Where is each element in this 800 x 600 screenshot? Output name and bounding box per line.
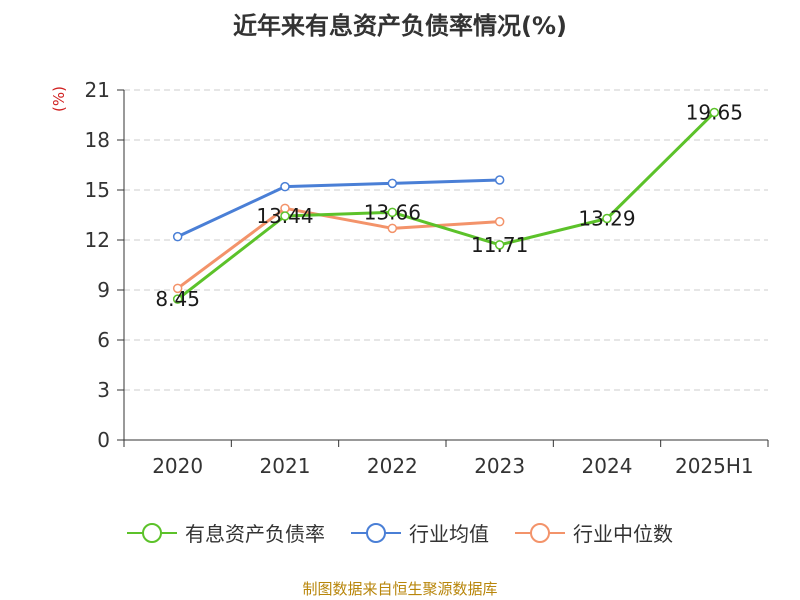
chart-legend: 有息资产负债率 行业均值 行业中位数 <box>0 518 800 547</box>
y-tick-label: 15 <box>85 178 110 202</box>
x-tick-label: 2023 <box>474 454 525 478</box>
y-tick-label: 18 <box>85 128 110 152</box>
legend-item[interactable]: 行业均值 <box>351 518 489 547</box>
legend-label: 有息资产负债率 <box>185 522 325 546</box>
data-label: 11.71 <box>471 233 528 257</box>
data-source-note: 制图数据来自恒生聚源数据库 <box>302 580 498 598</box>
y-tick-label: 21 <box>85 78 110 102</box>
legend-line-icon <box>127 522 177 543</box>
data-point <box>280 211 290 221</box>
data-point <box>172 283 183 294</box>
y-tick-label: 12 <box>85 228 110 252</box>
y-tick-label: 3 <box>97 378 110 402</box>
data-point <box>494 240 505 250</box>
data-label: 13.66 <box>364 200 421 224</box>
chart-title: 近年来有息资产负债率情况(%) <box>233 12 567 40</box>
data-point <box>387 223 398 234</box>
legend-line-icon <box>515 522 565 543</box>
legend-item[interactable]: 有息资产负债率 <box>127 518 325 547</box>
legend-label: 行业中位数 <box>573 522 673 546</box>
legend-line-icon <box>351 522 401 543</box>
data-label: 8.45 <box>155 287 200 311</box>
data-point <box>172 231 183 242</box>
data-label: 13.44 <box>256 204 313 228</box>
y-tick-label: 0 <box>97 428 110 452</box>
data-label: 19.65 <box>686 101 743 125</box>
series-line <box>177 178 500 239</box>
data-point <box>602 213 612 224</box>
data-point <box>280 181 290 192</box>
x-tick-label: 2022 <box>367 454 418 478</box>
legend-item[interactable]: 行业中位数 <box>515 518 673 547</box>
data-point <box>387 207 398 218</box>
data-point <box>387 178 398 189</box>
x-tick-label: 2021 <box>260 454 311 478</box>
data-point <box>494 216 505 227</box>
x-tick-label: 2024 <box>582 454 633 478</box>
x-tick-label: 2020 <box>152 454 203 478</box>
data-point <box>494 175 505 185</box>
series-line <box>176 206 500 290</box>
legend-label: 行业均值 <box>409 522 489 546</box>
data-point <box>172 294 183 304</box>
x-tick-label: 2025H1 <box>675 454 754 478</box>
data-point <box>709 107 720 118</box>
y-tick-label: 9 <box>97 278 110 302</box>
series-line <box>176 111 716 301</box>
data-label: 13.29 <box>578 207 635 231</box>
y-tick-label: 6 <box>97 328 110 352</box>
